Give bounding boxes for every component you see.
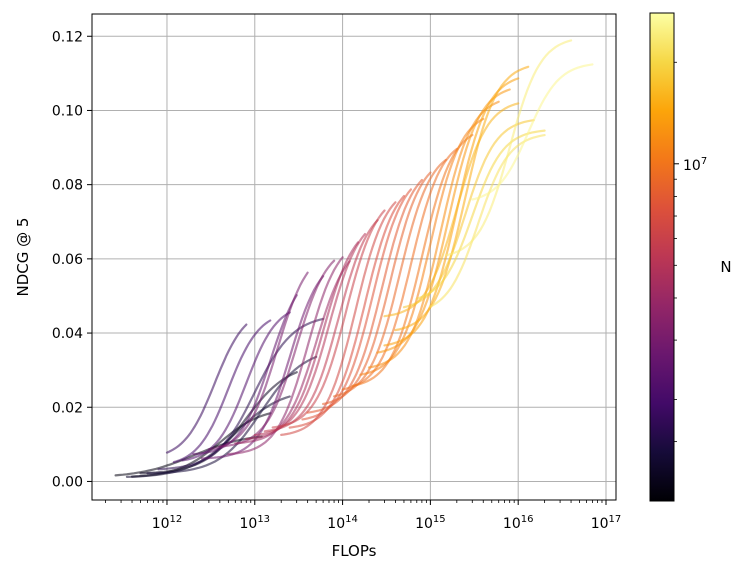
x-tick-label: 1017 [591, 514, 622, 532]
series-line [301, 188, 412, 421]
y-tick-label: 0.04 [52, 326, 83, 342]
series-line [341, 147, 458, 391]
series-line [181, 311, 291, 462]
y-tick-label: 0.02 [52, 400, 83, 416]
series-line [114, 435, 263, 477]
series-line [415, 129, 546, 300]
x-tick-label: 1013 [239, 514, 270, 532]
series-line [280, 201, 397, 436]
x-axis-ticks: 1012 1013 1014 1015 1016 1017 [105, 500, 622, 532]
colorbar [649, 12, 675, 502]
series-line [192, 294, 298, 456]
series-line [227, 256, 344, 456]
series-line [471, 63, 594, 201]
series-line [172, 319, 272, 464]
y-tick-label: 0.06 [52, 252, 83, 268]
y-tick-label: 0.12 [52, 29, 83, 45]
x-tick-label: 1016 [503, 514, 534, 532]
series-line [271, 209, 386, 429]
series-line [165, 323, 248, 454]
x-tick-label: 1015 [415, 514, 446, 532]
colorbar-ticks: 107 [674, 61, 707, 443]
series-line [157, 317, 325, 471]
series-line [351, 133, 474, 387]
colorbar-label: N [720, 258, 731, 276]
series-line [234, 260, 351, 445]
y-tick-label: 0.08 [52, 178, 83, 194]
series-lines [114, 39, 594, 478]
series-line [383, 102, 520, 318]
series-line [394, 65, 530, 332]
y-tick-label: 0.00 [52, 474, 83, 490]
series-line [245, 241, 360, 441]
series-line [333, 158, 447, 398]
series-line [444, 39, 573, 257]
y-axis-ticks: 0.00 0.02 0.04 0.06 0.08 0.10 0.12 [52, 29, 92, 490]
series-line [322, 171, 432, 406]
series-line [253, 233, 367, 437]
colorbar-tick-label: 107 [683, 156, 707, 174]
x-tick-label: 1012 [152, 514, 183, 532]
grid [92, 14, 616, 500]
series-line [402, 119, 535, 309]
series-line [263, 219, 379, 433]
plot-frame [91, 13, 617, 501]
series-line [207, 271, 309, 451]
y-axis-label: NDCG @ 5 [14, 218, 32, 297]
series-line [306, 178, 423, 414]
y-tick-label: 0.10 [52, 103, 83, 119]
x-axis-label: FLOPs [332, 542, 377, 560]
series-line [359, 117, 485, 376]
series-line [288, 194, 406, 429]
x-tick-label: 1014 [327, 514, 358, 532]
